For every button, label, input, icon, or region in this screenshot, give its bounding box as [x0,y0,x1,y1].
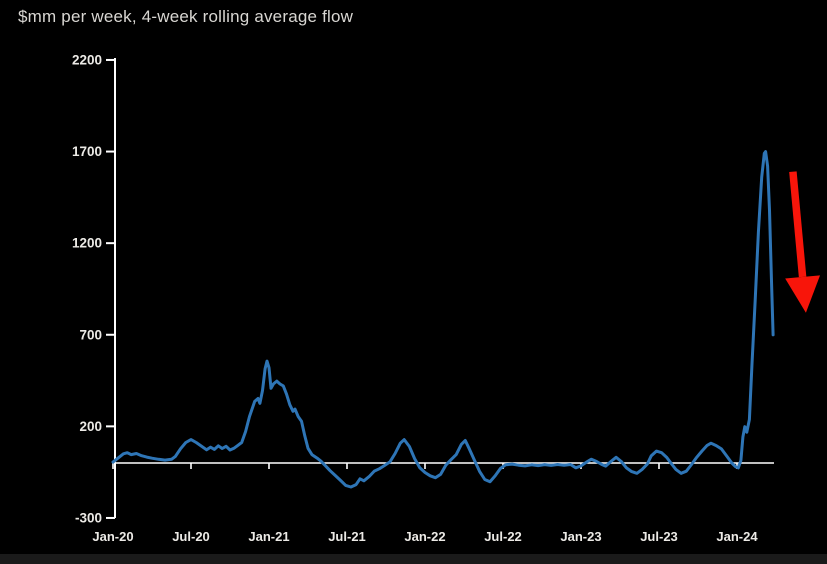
chart-title: $mm per week, 4-week rolling average flo… [18,7,354,26]
x-tick-label: Jan-23 [560,529,601,544]
x-tick-label: Jul-22 [484,529,522,544]
x-tick-label: Jan-20 [92,529,133,544]
y-tick-label: 700 [79,327,102,342]
y-tick-label: 200 [79,419,102,434]
x-tick-label: Jan-21 [248,529,289,544]
x-tick-label: Jul-23 [640,529,678,544]
bottom-edge-strip [0,554,827,564]
x-tick-label: Jul-20 [172,529,210,544]
x-tick-label: Jul-21 [328,529,366,544]
y-tick-label: 2200 [72,52,102,67]
y-tick-label: -300 [75,510,102,525]
x-tick-label: Jan-22 [404,529,445,544]
flow-series-line [111,150,775,489]
decline-arrow-head [785,275,821,313]
decline-arrow-shaft [789,171,807,278]
x-tick-label: Jan-24 [716,529,758,544]
y-tick-label: 1700 [72,144,102,159]
y-tick-label: 1200 [72,236,102,251]
